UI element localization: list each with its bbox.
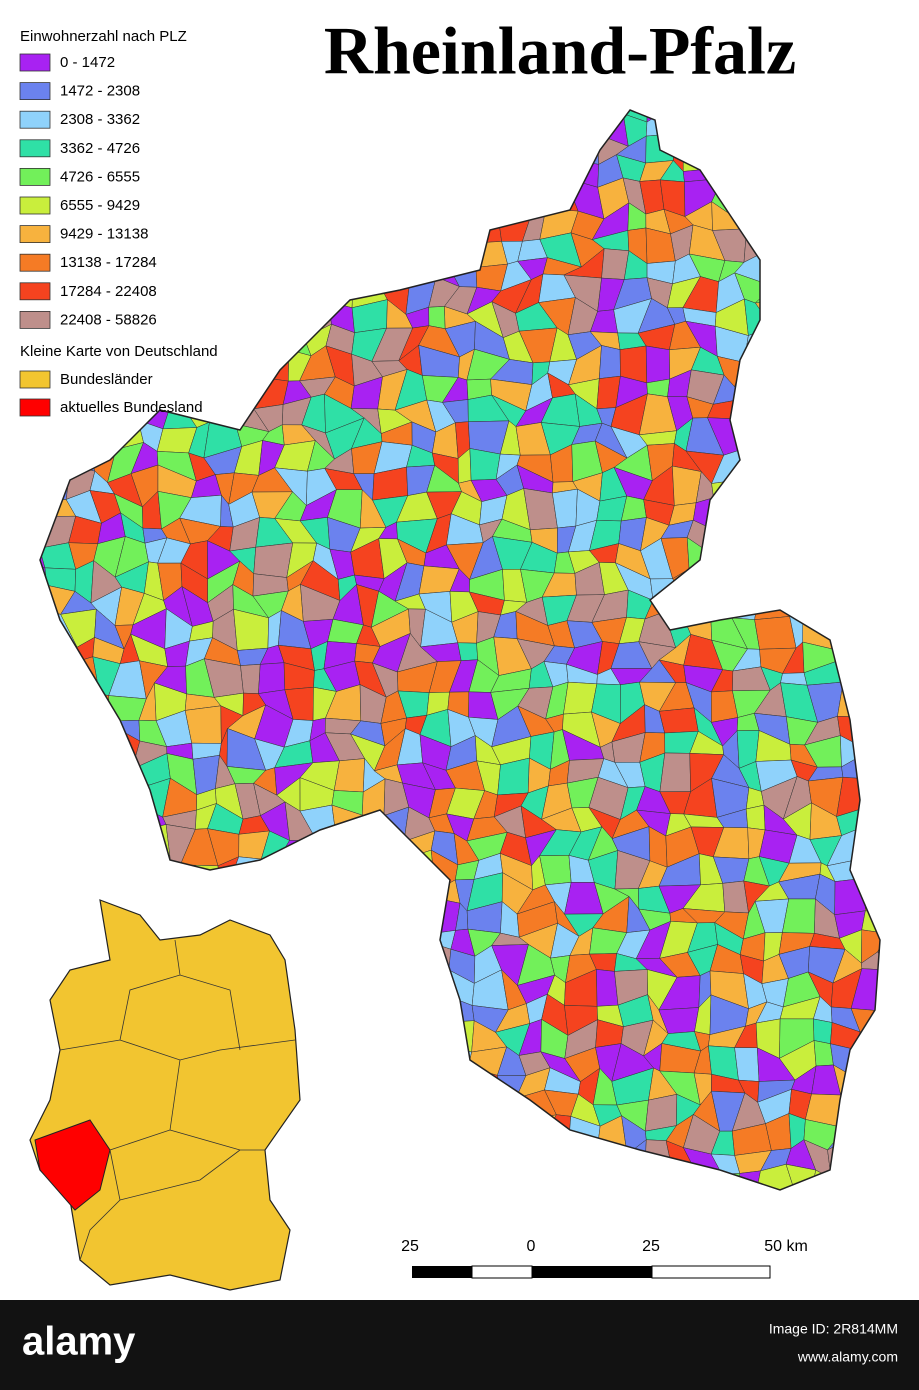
scale-label: 25 [642, 1238, 660, 1255]
footer-url: www.alamy.com [797, 1349, 898, 1365]
state-borders [59, 939, 296, 1261]
scale-bar: 25 0 25 50 km [401, 1238, 808, 1279]
legend-swatch [19, 139, 51, 158]
legend-label: 22408 - 58826 [60, 311, 157, 328]
legend-title: Einwohnerzahl nach PLZ [20, 28, 187, 45]
rheinland-pfalz-inset [34, 1119, 111, 1211]
legend-label: Bundesländer [60, 371, 153, 388]
legend-label: 2308 - 3362 [60, 111, 140, 128]
legend-swatch [19, 253, 51, 272]
postcode-area [645, 1094, 678, 1132]
germany-inset [29, 899, 301, 1291]
postcode-area [253, 542, 294, 578]
postcode-area [754, 616, 797, 650]
scale-segment [412, 1266, 472, 1278]
postcode-area [659, 707, 699, 734]
legend-label: 6555 - 9429 [60, 197, 140, 214]
legend-swatch [19, 167, 51, 186]
postcode-area [184, 705, 222, 744]
legend-label: 1472 - 2308 [60, 83, 140, 100]
legend-swatch [19, 110, 51, 129]
legend-label: 9429 - 13138 [60, 226, 148, 243]
legend-label: 13138 - 17284 [60, 254, 157, 271]
scale-segment [471, 1265, 533, 1279]
legend-swatch [19, 225, 51, 244]
legend-label: 3362 - 4726 [60, 140, 140, 157]
postcode-area [469, 448, 501, 481]
image-id: Image ID: 2R814MM [769, 1321, 898, 1337]
legend-label: 17284 - 22408 [60, 283, 157, 300]
postcode-area [734, 1047, 760, 1082]
postcode-area [598, 345, 621, 379]
legend-swatch [19, 398, 51, 417]
postcode-area [745, 804, 766, 831]
legend-label: 4726 - 6555 [60, 168, 140, 185]
postcode-area [240, 664, 261, 694]
legend-label: aktuelles Bundesland [60, 399, 203, 416]
legend-swatch [19, 82, 51, 100]
legend-swatch [19, 282, 51, 301]
scale-label: 25 [401, 1238, 419, 1255]
postcode-area [659, 752, 691, 792]
map-title: Rheinland-Pfalz [324, 13, 796, 89]
legend-swatch [19, 370, 51, 389]
postcode-area [457, 642, 478, 661]
legend-swatch [19, 310, 51, 329]
postcode-area [861, 951, 880, 971]
postcode-area [258, 662, 286, 694]
scale-label: 50 km [764, 1238, 808, 1255]
inset-legend-title: Kleine Karte von Deutschland [20, 343, 218, 360]
legend-swatch [19, 53, 51, 72]
scale-segment [532, 1266, 652, 1278]
postcode-area [333, 758, 365, 793]
footer-bar [0, 1300, 919, 1390]
postcode-area [428, 306, 446, 330]
postcode-area [539, 855, 572, 886]
scale-label: 0 [527, 1238, 536, 1255]
scale-segment [651, 1265, 771, 1279]
legend: Einwohnerzahl nach PLZ Kleine Karte von … [19, 28, 218, 417]
postcode-area [645, 345, 671, 384]
postcode-area [813, 1018, 833, 1045]
footer-logo: alamy [22, 1320, 136, 1364]
legend-label: 0 - 1472 [60, 54, 115, 71]
footer: alamy Image ID: 2R814MM www.alamy.com [0, 1300, 919, 1390]
legend-swatch [19, 196, 51, 215]
